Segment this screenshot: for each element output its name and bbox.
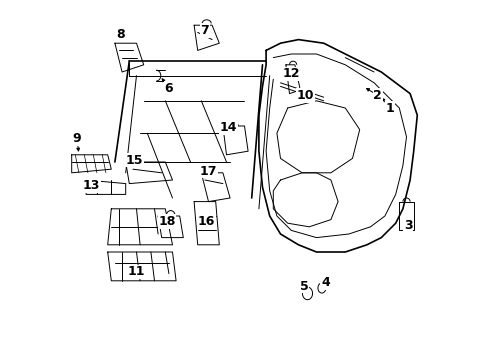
Text: 9: 9 <box>73 132 81 145</box>
Text: 10: 10 <box>296 89 314 102</box>
Text: 17: 17 <box>199 165 217 177</box>
Text: 13: 13 <box>82 179 100 192</box>
Text: 12: 12 <box>282 67 300 80</box>
Text: 4: 4 <box>321 276 329 289</box>
Text: 7: 7 <box>200 24 209 37</box>
Text: 3: 3 <box>403 219 412 231</box>
Text: 6: 6 <box>164 82 173 95</box>
Text: 14: 14 <box>219 121 237 134</box>
Text: 1: 1 <box>385 102 394 114</box>
Text: 18: 18 <box>158 215 175 228</box>
Text: 2: 2 <box>372 89 381 102</box>
Text: 15: 15 <box>126 154 143 167</box>
Text: 5: 5 <box>299 280 307 293</box>
Text: 16: 16 <box>198 215 215 228</box>
Text: 11: 11 <box>127 265 145 278</box>
Text: 8: 8 <box>116 28 124 41</box>
